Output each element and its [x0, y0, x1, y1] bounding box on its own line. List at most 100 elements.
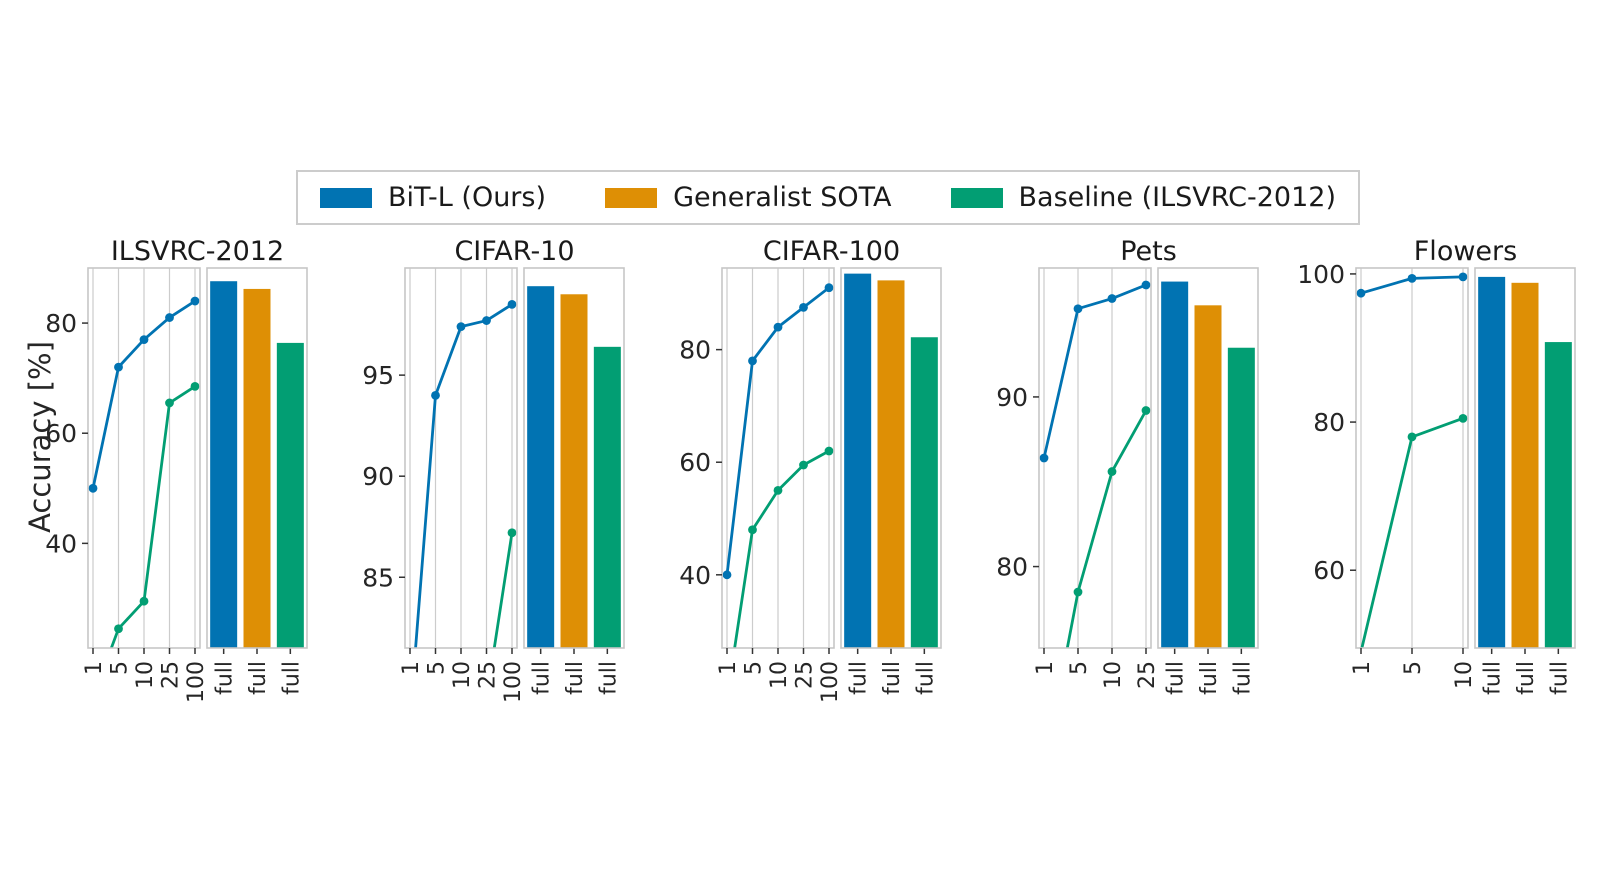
bar-tick-label: full — [880, 661, 905, 695]
line-series-baseline-ilsvrc-2012 — [89, 382, 200, 702]
y-tick-label: 85 — [362, 563, 394, 592]
line-series-bit-l-ours — [722, 283, 834, 580]
legend-swatch-bit-l — [320, 187, 372, 208]
bar-generalist-sota — [877, 280, 905, 648]
bar-plot-frame — [523, 267, 625, 649]
bar-baseline-ilsvrc-2012 — [276, 342, 304, 648]
bar-tick-label: full — [530, 661, 555, 695]
bar-baseline-ilsvrc-2012 — [593, 346, 621, 648]
bar-tick-label: full — [847, 661, 872, 695]
bar-bit-l-ours — [1478, 276, 1506, 648]
bar-bit-l-ours — [844, 273, 872, 648]
x-tick-label: 25 — [1135, 661, 1160, 689]
x-tick-label: 1 — [716, 661, 741, 675]
y-tick-label: 90 — [362, 462, 394, 491]
legend-label-bit-l: BiT-L (Ours) — [388, 182, 547, 213]
bar-bit-l-ours — [1161, 281, 1189, 648]
panel-title: Flowers — [1414, 236, 1517, 267]
x-tick-label: 5 — [1067, 661, 1092, 675]
data-point — [114, 624, 123, 634]
x-tick-label: 10 — [450, 661, 475, 689]
bar-bit-l-ours — [527, 286, 555, 648]
x-tick-label: 5 — [1401, 661, 1426, 675]
data-point — [1073, 304, 1083, 314]
legend-swatch-baseline — [950, 187, 1003, 208]
data-point — [1458, 413, 1468, 423]
y-tick-label: 60 — [679, 448, 711, 477]
data-point — [165, 313, 174, 322]
data-point — [799, 303, 808, 312]
data-point — [723, 694, 732, 703]
x-tick-label: 10 — [1452, 661, 1477, 689]
bar-tick-label: full — [913, 661, 938, 695]
x-tick-label: 10 — [1101, 661, 1126, 689]
x-tick-label: 100 — [818, 661, 843, 703]
line-series-bit-l-ours — [406, 299, 517, 723]
data-point — [114, 362, 123, 372]
data-point — [1107, 467, 1117, 476]
x-tick-label: 10 — [133, 661, 158, 689]
panel-title: Pets — [1120, 236, 1177, 267]
data-point — [824, 283, 834, 293]
bar-plot-frame — [840, 267, 942, 649]
line-series-baseline-ilsvrc-2012 — [492, 528, 517, 648]
legend-label-baseline: Baseline (ILSVRC-2012) — [1018, 182, 1336, 213]
x-tick-label: 1 — [399, 661, 424, 675]
panel-title: CIFAR-10 — [454, 236, 574, 267]
data-point — [190, 382, 200, 391]
legend: BiT-L (Ours) Generalist SOTA Baseline (I… — [296, 170, 1360, 225]
x-tick-label: 25 — [476, 661, 501, 689]
y-tick-label: 80 — [679, 336, 711, 365]
line-plot-frame — [1038, 267, 1152, 649]
legend-swatch-generalist-sota — [605, 187, 658, 208]
data-point — [1407, 273, 1417, 283]
data-point — [1458, 272, 1468, 282]
data-point — [1141, 280, 1151, 290]
bar-generalist-sota — [1511, 282, 1539, 648]
data-point — [482, 316, 491, 325]
x-tick-label: 5 — [108, 661, 133, 675]
legend-item-generalist-sota: Generalist SOTA — [605, 182, 891, 213]
bar-plot-frame — [1474, 267, 1576, 649]
bar-tick-label: full — [1197, 661, 1222, 695]
x-tick-label: 25 — [793, 661, 818, 689]
line-series-baseline-ilsvrc-2012 — [1358, 413, 1468, 648]
bar-tick-label: full — [1547, 661, 1572, 695]
x-tick-label: 100 — [184, 661, 209, 703]
data-point — [1107, 294, 1117, 303]
data-point — [190, 296, 200, 306]
line-series-bit-l-ours — [1039, 280, 1151, 463]
data-point — [799, 460, 808, 470]
bar-tick-label: full — [213, 661, 238, 695]
data-point — [406, 714, 415, 723]
line-series-bit-l-ours — [1356, 272, 1468, 298]
x-tick-label: 1 — [1350, 661, 1375, 675]
data-point — [1356, 288, 1366, 298]
panel-title: ILSVRC-2012 — [111, 236, 284, 267]
x-tick-label: 1 — [82, 661, 107, 675]
y-tick-label: 90 — [996, 383, 1028, 412]
bar-tick-label: full — [1481, 661, 1506, 695]
data-point — [507, 528, 517, 538]
data-point — [456, 322, 466, 332]
bar-tick-label: full — [563, 661, 588, 695]
data-point — [773, 485, 783, 495]
legend-item-baseline: Baseline (ILSVRC-2012) — [950, 182, 1336, 213]
x-tick-label: 25 — [159, 661, 184, 689]
bar-baseline-ilsvrc-2012 — [1544, 342, 1572, 648]
data-point — [1407, 432, 1417, 442]
bar-generalist-sota — [560, 294, 588, 648]
y-tick-label: 100 — [1297, 260, 1345, 289]
y-tick-label: 80 — [1313, 408, 1345, 437]
x-tick-label: 100 — [501, 661, 526, 703]
series-line — [1065, 409, 1148, 648]
data-point — [748, 356, 757, 366]
data-point — [89, 693, 98, 702]
y-tick-label: 80 — [45, 309, 77, 338]
series-line — [492, 531, 514, 648]
